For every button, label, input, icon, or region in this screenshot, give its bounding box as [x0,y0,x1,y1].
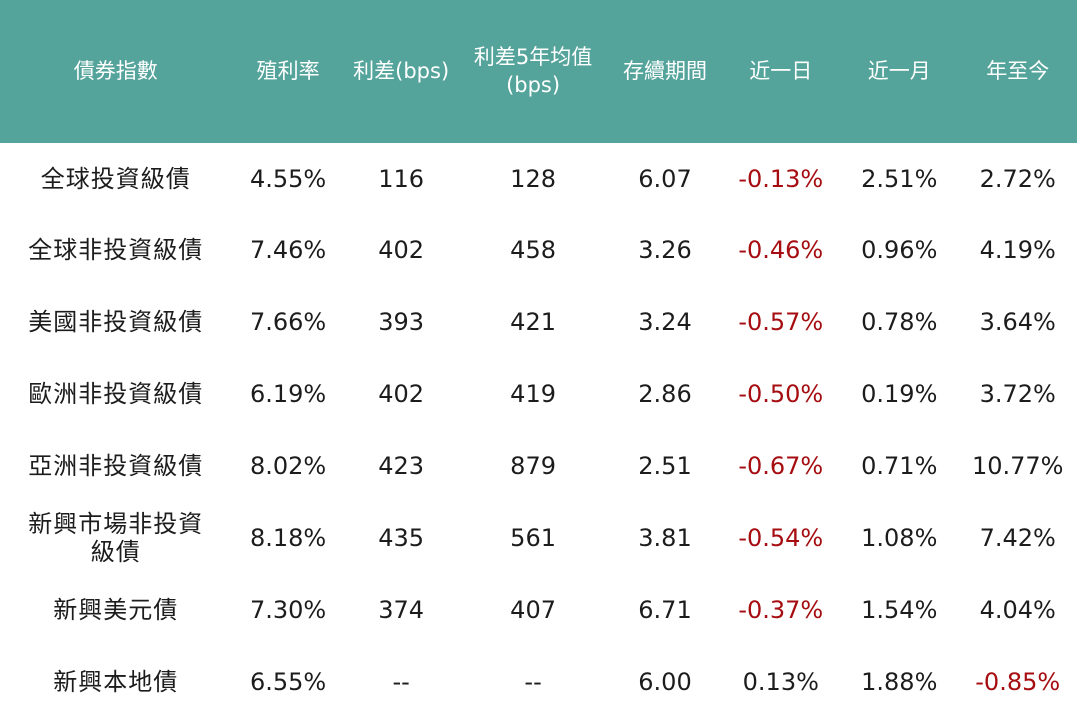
table-cell: 419 [510,380,556,409]
table-cell: 561 [510,523,556,552]
table-cell: 0.13% [742,667,819,696]
table-cell: 3.81 [638,523,692,552]
table-cell: -0.57% [738,308,824,337]
table-cell: 0.96% [861,236,938,265]
row-label: 新興本地債 [53,667,179,696]
column-header-yield: 殖利率 [256,58,320,83]
column-header-1-day: 近一日 [749,58,813,83]
row-label: 全球非投資級債 [28,236,204,265]
table-cell: 2.51 [638,452,692,481]
table-cell: 10.77% [971,452,1064,481]
table-row: 亞洲非投資級債 8.02% 423 879 2.51 -0.67% 0.71% … [0,431,1077,503]
table-cell: 3.72% [979,380,1056,409]
table-cell: 1.88% [861,667,938,696]
row-label: 歐洲非投資級債 [28,380,204,409]
table-cell: 6.07 [638,164,692,193]
table-cell: -0.13% [738,164,824,193]
table-row: 全球非投資級債 7.46% 402 458 3.26 -0.46% 0.96% … [0,215,1077,287]
table-cell: -0.46% [738,236,824,265]
table-cell: 7.30% [249,595,327,624]
table-cell: 423 [378,452,425,481]
table-cell: 1.54% [861,595,938,624]
table-row: 全球投資級債 4.55% 116 128 6.07 -0.13% 2.51% 2… [0,143,1077,215]
table-cell: 402 [378,380,425,409]
row-label: 新興市場非投資 級債 [28,509,204,567]
table-cell: 8.02% [249,452,327,481]
column-header-bond-index: 債券指數 [73,58,158,83]
table-row: 新興市場非投資 級債 8.18% 435 561 3.81 -0.54% 1.0… [0,502,1077,574]
table-row: 歐洲非投資級債 6.19% 402 419 2.86 -0.50% 0.19% … [0,359,1077,431]
table-cell: 402 [378,236,425,265]
table-cell: 7.66% [249,308,327,337]
table-cell: 8.18% [249,523,327,552]
table-row: 美國非投資級債 7.66% 393 421 3.24 -0.57% 0.78% … [0,287,1077,359]
table-cell: 4.19% [979,236,1056,265]
table-cell: 6.55% [249,667,327,696]
table-cell: -- [392,667,410,696]
table-cell: 879 [510,452,556,481]
table-cell: -0.50% [738,380,824,409]
table-cell: 6.19% [249,380,327,409]
table-cell: 3.24 [638,308,692,337]
table-body: 全球投資級債 4.55% 116 128 6.07 -0.13% 2.51% 2… [0,143,1077,718]
table-cell: 7.46% [249,236,327,265]
table-cell: 3.64% [979,308,1056,337]
table-cell: 116 [378,164,425,193]
column-header-ytd: 年至今 [986,58,1050,83]
table-cell: 0.71% [861,452,938,481]
table-cell: 4.04% [979,595,1056,624]
column-header-spread-5y-avg: 利差5年均值 (bps) [473,45,593,97]
table-row: 新興美元債 7.30% 374 407 6.71 -0.37% 1.54% 4.… [0,574,1077,646]
row-label: 新興美元債 [53,595,179,624]
table-cell: 6.71 [638,595,692,624]
column-header-1-month: 近一月 [867,58,931,83]
table-cell: 6.00 [638,667,692,696]
row-label: 全球投資級債 [40,164,191,193]
table-cell: 3.26 [638,236,692,265]
table-cell: 2.86 [638,380,692,409]
table-cell: 1.08% [861,523,938,552]
table-cell: 407 [510,595,556,624]
table-cell: -0.54% [738,523,824,552]
table-cell: 2.72% [979,164,1056,193]
row-label: 亞洲非投資級債 [28,452,204,481]
table-cell: 0.19% [861,380,938,409]
table-cell: 128 [510,164,556,193]
table-cell: -0.85% [975,667,1061,696]
table-cell: 4.55% [249,164,327,193]
table-cell: 374 [378,595,425,624]
column-header-spread-bps: 利差(bps) [353,58,450,83]
table-cell: -0.67% [738,452,824,481]
row-label: 美國非投資級債 [28,308,204,337]
table-cell: 0.78% [861,308,938,337]
table-cell: 458 [510,236,556,265]
table-cell: -0.37% [738,595,824,624]
table-cell: 2.51% [861,164,938,193]
table-cell: 435 [378,523,425,552]
table-header-row: 債券指數 殖利率 利差(bps) 利差5年均值 (bps) 存續期間 近一日 近… [0,0,1077,143]
table-row: 新興本地債 6.55% -- -- 6.00 0.13% 1.88% -0.85… [0,646,1077,718]
table-cell: -- [524,667,542,696]
column-header-duration: 存續期間 [623,58,707,83]
table-cell: 421 [510,308,556,337]
table-cell: 7.42% [979,523,1056,552]
table-cell: 393 [378,308,425,337]
